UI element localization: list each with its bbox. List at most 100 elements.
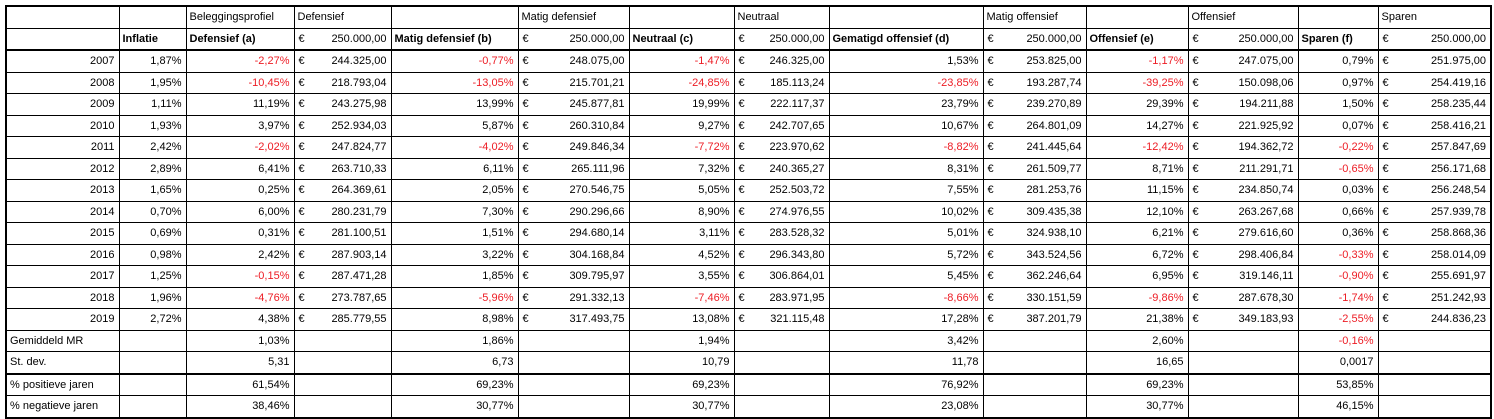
portfolio-value-cell[interactable]: €258.416,21 (1377, 114, 1492, 137)
return-pct-cell[interactable]: 5,05% (628, 179, 735, 202)
portfolio-value-cell[interactable]: €258.014,09 (1377, 243, 1492, 266)
portfolio-value-cell[interactable]: €257.847,69 (1377, 136, 1492, 159)
year-cell[interactable]: 2011 (5, 136, 120, 159)
summary-empty-cell[interactable] (1377, 372, 1492, 396)
portfolio-value-cell[interactable]: €321.115,48 (733, 308, 830, 331)
portfolio-value-cell[interactable]: €242.707,65 (733, 114, 830, 137)
portfolio-value-cell[interactable]: €223.970,62 (733, 136, 830, 159)
summary-label-cell[interactable]: Gemiddeld MR (5, 329, 120, 352)
return-pct-cell[interactable]: 19,99% (628, 93, 735, 116)
summary-empty-cell[interactable] (982, 395, 1087, 418)
year-cell[interactable]: 2014 (5, 200, 120, 223)
summary-empty-cell[interactable] (293, 351, 392, 374)
portfolio-value-cell[interactable]: €185.113,24 (733, 71, 830, 94)
summary-empty-cell[interactable] (1377, 395, 1492, 418)
portfolio-value-cell[interactable]: €263.267,68 (1187, 200, 1299, 223)
portfolio-value-cell[interactable]: €291.332,13 (517, 286, 630, 309)
group-title-cell[interactable]: Matig defensief (517, 5, 630, 29)
year-cell[interactable]: 2008 (5, 71, 120, 94)
summary-label-cell[interactable]: % positieve jaren (5, 372, 120, 396)
portfolio-value-cell[interactable]: €387.201,79 (982, 308, 1087, 331)
portfolio-value-cell[interactable]: €265.111,96 (517, 157, 630, 180)
return-pct-cell[interactable]: 3,55% (628, 265, 735, 288)
portfolio-value-cell[interactable]: €281.253,76 (982, 179, 1087, 202)
inflation-cell[interactable]: 1,96% (118, 286, 187, 309)
column-header-cell[interactable]: Gematigd offensief (d) (828, 27, 984, 51)
start-capital-cell[interactable]: €250.000,00 (982, 27, 1087, 51)
return-pct-cell[interactable]: -12,42% (1085, 136, 1189, 159)
return-pct-cell[interactable]: 3,11% (628, 222, 735, 245)
portfolio-value-cell[interactable]: €256.171,68 (1377, 157, 1492, 180)
summary-empty-cell[interactable] (1377, 351, 1492, 374)
return-pct-cell[interactable]: 3,22% (390, 243, 519, 266)
return-pct-cell[interactable]: 21,38% (1085, 308, 1189, 331)
summary-empty-cell[interactable] (1187, 329, 1299, 352)
group-title-cell[interactable] (628, 5, 735, 29)
portfolio-value-cell[interactable]: €343.524,56 (982, 243, 1087, 266)
inflation-cell[interactable]: 2,89% (118, 157, 187, 180)
return-pct-cell[interactable]: 5,45% (828, 265, 984, 288)
portfolio-value-cell[interactable]: €290.296,66 (517, 200, 630, 223)
summary-empty-cell[interactable] (118, 372, 187, 396)
inflation-cell[interactable]: 0,98% (118, 243, 187, 266)
portfolio-value-cell[interactable]: €294.680,14 (517, 222, 630, 245)
group-title-cell[interactable] (118, 5, 187, 29)
column-header-cell[interactable]: Offensief (e) (1085, 27, 1189, 51)
inflation-cell[interactable]: 0,69% (118, 222, 187, 245)
portfolio-value-cell[interactable]: €330.151,59 (982, 286, 1087, 309)
portfolio-value-cell[interactable]: €211.291,71 (1187, 157, 1299, 180)
summary-empty-cell[interactable] (1187, 372, 1299, 396)
portfolio-value-cell[interactable]: €241.445,64 (982, 136, 1087, 159)
summary-value-cell[interactable]: 1,03% (185, 329, 295, 352)
group-title-cell[interactable] (1085, 5, 1189, 29)
summary-value-cell[interactable]: 23,08% (828, 395, 984, 418)
inflation-cell[interactable]: 1,65% (118, 179, 187, 202)
inflation-cell[interactable]: 1,25% (118, 265, 187, 288)
summary-empty-cell[interactable] (293, 395, 392, 418)
return-pct-cell[interactable]: 11,15% (1085, 179, 1189, 202)
summary-empty-cell[interactable] (517, 351, 630, 374)
portfolio-value-cell[interactable]: €254.419,16 (1377, 71, 1492, 94)
summary-value-cell[interactable]: 6,73 (390, 351, 519, 374)
portfolio-value-cell[interactable]: €264.801,09 (982, 114, 1087, 137)
column-header-cell[interactable]: Defensief (a) (185, 27, 295, 51)
portfolio-value-cell[interactable]: €362.246,64 (982, 265, 1087, 288)
portfolio-value-cell[interactable]: €239.270,89 (982, 93, 1087, 116)
summary-value-cell[interactable]: 10,79 (628, 351, 735, 374)
return-pct-cell[interactable]: -0,33% (1297, 243, 1379, 266)
portfolio-value-cell[interactable]: €309.795,97 (517, 265, 630, 288)
inflation-cell[interactable]: 0,70% (118, 200, 187, 223)
return-pct-cell[interactable]: -8,82% (828, 136, 984, 159)
return-pct-cell[interactable]: 3,97% (185, 114, 295, 137)
column-header-cell[interactable] (5, 27, 120, 51)
return-pct-cell[interactable]: -0,22% (1297, 136, 1379, 159)
return-pct-cell[interactable]: -1,47% (628, 49, 735, 73)
portfolio-value-cell[interactable]: €256.248,54 (1377, 179, 1492, 202)
return-pct-cell[interactable]: 0,03% (1297, 179, 1379, 202)
group-title-cell[interactable]: Matig offensief (982, 5, 1087, 29)
return-pct-cell[interactable]: 4,38% (185, 308, 295, 331)
portfolio-value-cell[interactable]: €287.471,28 (293, 265, 392, 288)
return-pct-cell[interactable]: 10,02% (828, 200, 984, 223)
start-capital-cell[interactable]: €250.000,00 (293, 27, 392, 51)
portfolio-value-cell[interactable]: €249.846,34 (517, 136, 630, 159)
portfolio-value-cell[interactable]: €244.325,00 (293, 49, 392, 73)
group-title-cell[interactable] (390, 5, 519, 29)
summary-value-cell[interactable]: 30,77% (390, 395, 519, 418)
summary-value-cell[interactable]: 30,77% (628, 395, 735, 418)
return-pct-cell[interactable]: 5,72% (828, 243, 984, 266)
year-cell[interactable]: 2010 (5, 114, 120, 137)
portfolio-value-cell[interactable]: €221.925,92 (1187, 114, 1299, 137)
portfolio-value-cell[interactable]: €279.616,60 (1187, 222, 1299, 245)
return-pct-cell[interactable]: 0,25% (185, 179, 295, 202)
summary-empty-cell[interactable] (1187, 351, 1299, 374)
summary-empty-cell[interactable] (1377, 329, 1492, 352)
portfolio-value-cell[interactable]: €304.168,84 (517, 243, 630, 266)
portfolio-value-cell[interactable]: €248.075,00 (517, 49, 630, 73)
inflation-cell[interactable]: 1,87% (118, 49, 187, 73)
return-pct-cell[interactable]: 7,30% (390, 200, 519, 223)
year-cell[interactable]: 2018 (5, 286, 120, 309)
summary-value-cell[interactable]: -0,16% (1297, 329, 1379, 352)
year-cell[interactable]: 2019 (5, 308, 120, 331)
portfolio-value-cell[interactable]: €258.868,36 (1377, 222, 1492, 245)
